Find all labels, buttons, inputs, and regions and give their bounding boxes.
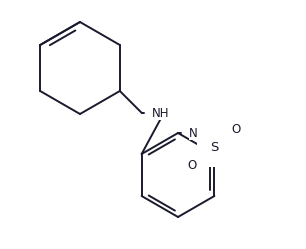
Text: NH: NH: [152, 107, 169, 120]
Text: NH: NH: [189, 126, 207, 139]
Text: O: O: [187, 159, 197, 172]
Text: O: O: [231, 123, 241, 135]
Text: S: S: [210, 140, 218, 153]
